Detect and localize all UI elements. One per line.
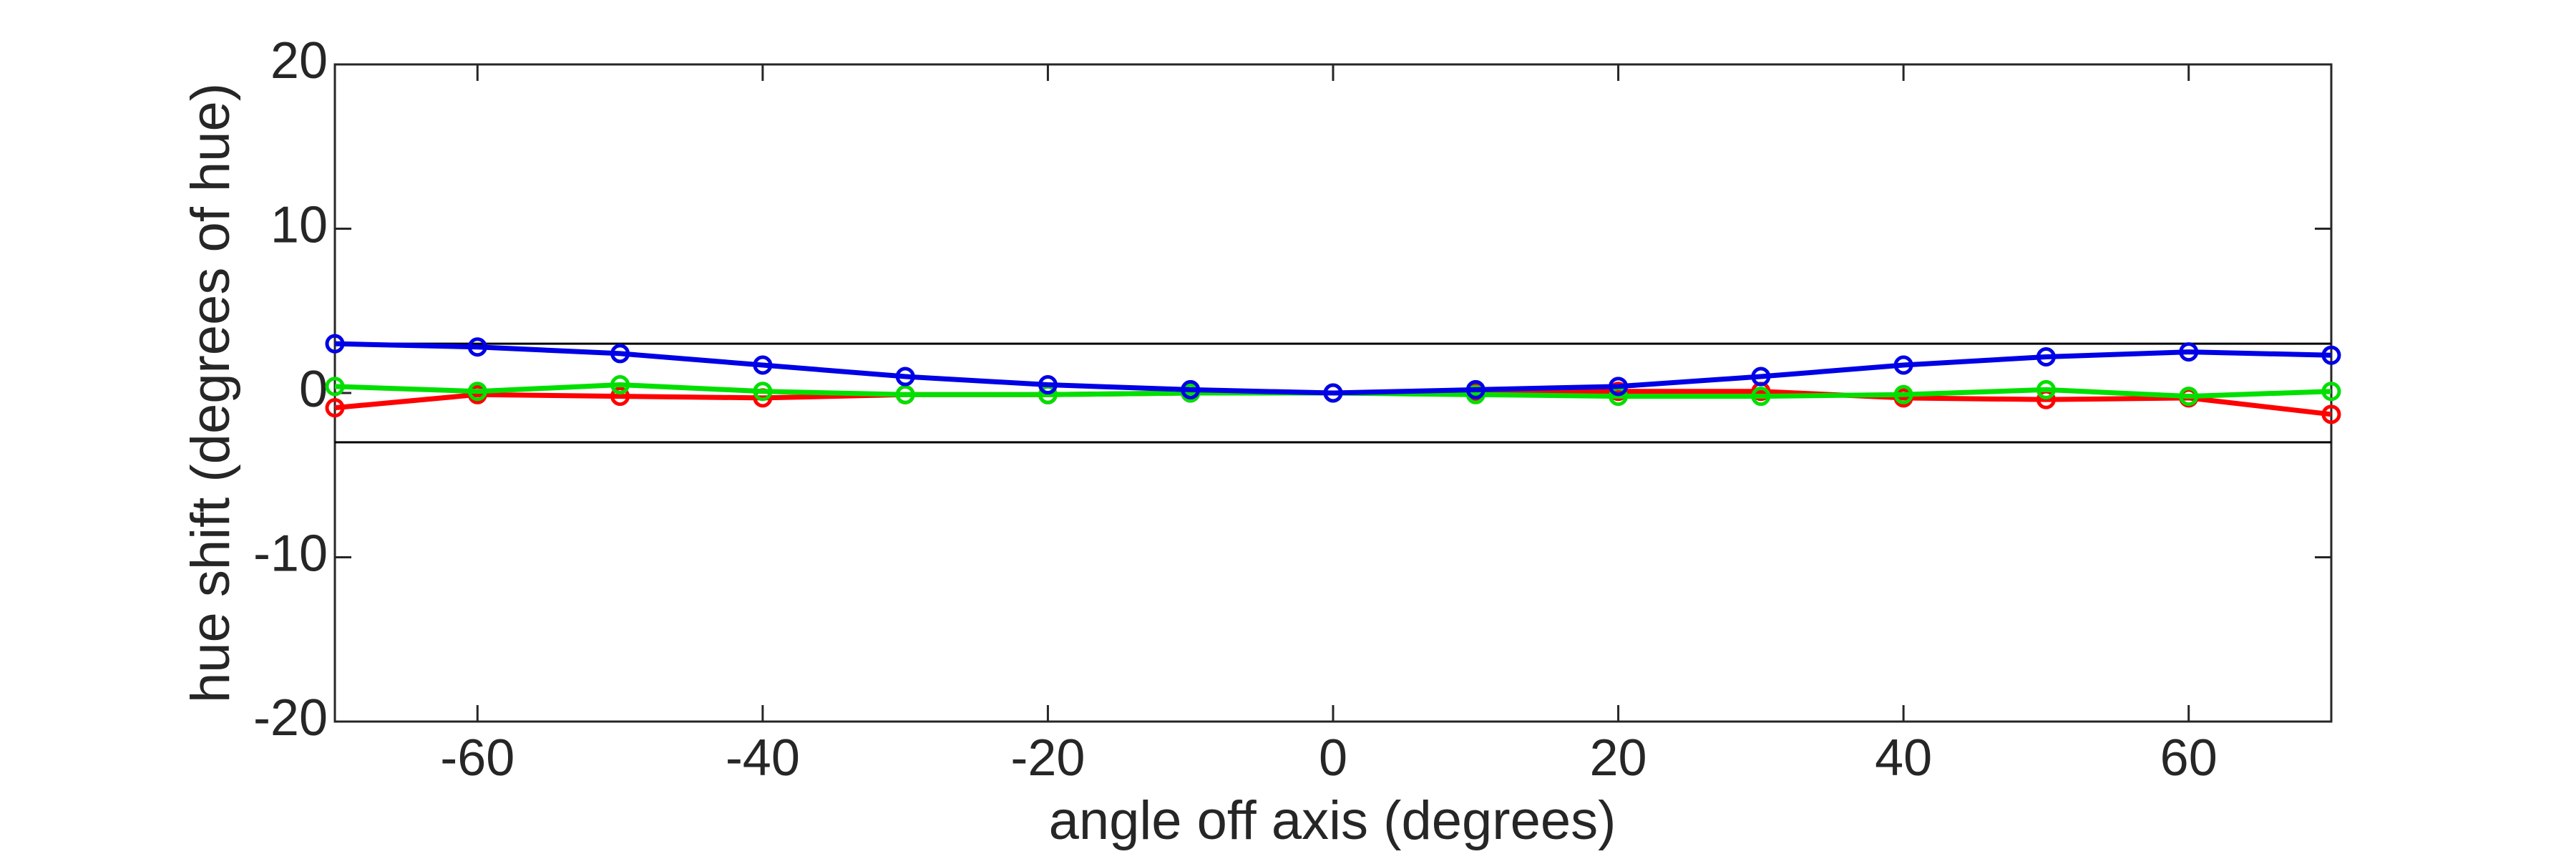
data-point [753, 382, 773, 402]
data-point [1893, 355, 1913, 375]
data-point [325, 398, 345, 418]
data-point [2036, 347, 2056, 367]
x-tick-label: 60 [2160, 729, 2218, 787]
x-tick-label: -60 [440, 729, 514, 787]
data-point [1038, 375, 1058, 395]
y-tick-label: -20 [253, 689, 328, 747]
data-point [325, 377, 345, 397]
y-tick-label: 10 [270, 197, 328, 254]
x-tick-label: -40 [726, 729, 800, 787]
y-tick-label: 0 [299, 361, 328, 418]
data-point [2036, 379, 2056, 399]
data-point [2179, 342, 2199, 362]
data-point [610, 344, 630, 364]
series-line [334, 341, 2332, 396]
data-point [610, 375, 630, 395]
data-point [2321, 382, 2341, 402]
data-point [895, 367, 915, 387]
y-tick-label: -10 [253, 525, 328, 583]
x-tick-label: 0 [1319, 729, 1347, 787]
x-axis-label: angle off axis (degrees) [1049, 790, 1616, 851]
data-point [1323, 383, 1343, 403]
data-point [2179, 387, 2199, 407]
data-point [1465, 379, 1485, 399]
data-point [1609, 377, 1629, 397]
y-tick-label: 20 [270, 32, 328, 89]
x-tick-label: 40 [1875, 729, 1932, 787]
data-point [325, 334, 345, 354]
data-point [1893, 384, 1913, 404]
y-axis-label: hue shift (degrees of hue) [180, 83, 241, 703]
data-point [467, 382, 487, 402]
x-tick-label: -20 [1010, 729, 1085, 787]
x-tick-label: 20 [1590, 729, 1647, 787]
data-point [610, 387, 630, 407]
data-point [2321, 345, 2341, 365]
data-point [1751, 387, 1771, 407]
data-point [1181, 379, 1201, 399]
data-point [895, 384, 915, 404]
data-point [1751, 367, 1771, 387]
data-point [467, 337, 487, 357]
data-point [753, 355, 773, 375]
data-point [2321, 404, 2341, 424]
